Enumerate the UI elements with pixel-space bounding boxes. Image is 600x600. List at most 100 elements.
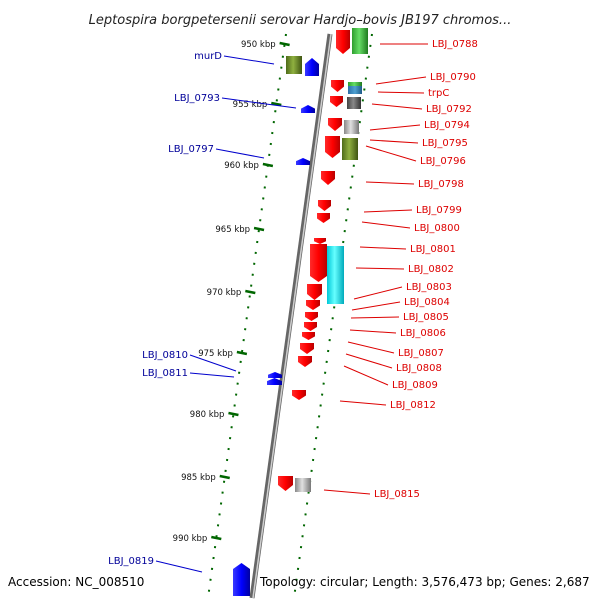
tick-mark: [271, 101, 282, 107]
right-dotted-track: [293, 33, 373, 599]
gene-label-right: LBJ_0799: [416, 205, 462, 216]
gene-label-right: LBJ_0790: [430, 72, 476, 83]
reverse-gene-0800: [317, 213, 330, 223]
gene-box-0796: [342, 138, 358, 160]
reverse-gene-0808: [300, 343, 314, 354]
tick-label: 980 kbp: [190, 410, 225, 420]
gene-label-right: LBJ_0801: [410, 244, 456, 255]
leader-line: [353, 286, 403, 300]
gene-label-right: LBJ_0788: [432, 39, 478, 50]
reverse-gene-0802: [310, 244, 327, 282]
leader-line: [365, 145, 417, 162]
gene-label-left: LBJ_0793: [174, 93, 220, 104]
reverse-gene-arrow: [336, 30, 350, 54]
scale-ticks: 950 kbp 955 kbp 960 kbp 965 kbp 970 kbp 975 k…: [173, 40, 290, 544]
leader-line: [375, 76, 427, 85]
gene-label-right: LBJ_0809: [392, 380, 438, 391]
reverse-gene-0792: [330, 96, 343, 107]
tick-mark: [219, 474, 230, 480]
tick-label: 955 kbp: [233, 100, 268, 110]
tick-mark: [262, 162, 274, 168]
leader-line: [339, 400, 387, 406]
label-leaders: [155, 43, 428, 573]
tick-mark: [279, 41, 290, 47]
forward-gene-0819: [233, 563, 250, 596]
gene-label-left: LBJ_0810: [142, 350, 188, 361]
gene-label-left: murD: [194, 51, 222, 62]
leader-line: [189, 372, 235, 378]
reverse-gene-0803: [307, 284, 322, 300]
tick-label: 950 kbp: [241, 40, 276, 50]
accession-text: Accession: NC_008510: [8, 575, 144, 589]
leader-line: [350, 316, 400, 319]
gene-label-left: LBJ_0797: [168, 144, 214, 155]
forward-gene-0810: [268, 372, 282, 378]
leader-line: [189, 354, 237, 372]
reverse-gene-0798: [321, 171, 335, 185]
tick-mark: [253, 226, 265, 232]
reverse-gene-0804: [306, 300, 320, 310]
gene-label-right: trpC: [428, 88, 449, 99]
gene-label-left: LBJ_0811: [142, 368, 188, 379]
gene-label-right: LBJ_0805: [403, 312, 449, 323]
gene-box-0815: [295, 478, 311, 492]
reverse-gene-0801: [314, 238, 326, 244]
forward-gene-0793: [301, 105, 315, 113]
leader-line: [365, 181, 415, 185]
leader-line: [349, 329, 397, 334]
leader-line: [215, 148, 265, 159]
backbone-line: [249, 33, 333, 599]
gene-label-right: LBJ_0803: [406, 282, 452, 293]
reverse-gene-0809: [298, 356, 312, 367]
reverse-gene-0790: [331, 80, 344, 92]
gene-box-0794: [344, 120, 359, 134]
gene-labels: LBJ_0788 LBJ_0790 trpC LBJ_0792 LBJ_0794 LBJ_…: [108, 39, 478, 567]
reverse-gene-0805: [305, 312, 318, 321]
leader-line: [323, 489, 371, 495]
forward-gene-0811: [267, 378, 282, 385]
map-title: Leptospira borgpetersenii serovar Hardjo…: [89, 13, 512, 28]
gene-box-0792: [347, 97, 361, 109]
leader-line: [369, 139, 419, 144]
gene-label-right: LBJ_0792: [426, 104, 472, 115]
reverse-gene-0815: [278, 476, 293, 491]
gene-box-trpC: [348, 86, 362, 94]
forward-gene-0797: [296, 158, 310, 165]
tick-mark: [245, 289, 256, 295]
reverse-gene-0807: [302, 332, 315, 340]
gene-label-right: LBJ_0807: [398, 348, 444, 359]
leader-line: [355, 267, 405, 270]
gene-label-right: LBJ_0796: [420, 156, 466, 167]
tick-label: 975 kbp: [198, 349, 233, 359]
gene-features: [233, 28, 368, 596]
reverse-gene-0812: [292, 390, 306, 400]
tick-mark: [236, 350, 248, 356]
gene-label-left: LBJ_0819: [108, 556, 154, 567]
tick-label: 990 kbp: [173, 534, 208, 544]
reverse-gene-0799: [318, 200, 331, 211]
left-dotted-track: [207, 33, 287, 599]
tick-label: 965 kbp: [215, 225, 250, 235]
leader-line: [361, 221, 411, 229]
tick-mark: [211, 535, 222, 541]
gene-label-right: LBJ_0794: [424, 120, 470, 131]
gene-label-right: LBJ_0812: [390, 400, 436, 411]
forward-gene-murD: [305, 58, 319, 76]
leader-line: [347, 341, 395, 354]
reverse-gene-0794: [328, 118, 342, 131]
gene-label-right: LBJ_0806: [400, 328, 446, 339]
topology-text: Topology: circular; Length: 3,576,473 bp…: [259, 575, 590, 589]
tick-label: 985 kbp: [181, 473, 216, 483]
gene-box-0802: [327, 246, 344, 304]
gene-label-right: LBJ_0798: [418, 179, 464, 190]
leader-line: [155, 560, 203, 573]
leader-line: [221, 97, 297, 109]
leader-line: [369, 124, 421, 131]
leader-line: [363, 209, 413, 213]
gene-box-0788: [352, 28, 368, 54]
gene-label-right: LBJ_0800: [414, 223, 460, 234]
gene-label-right: LBJ_0795: [422, 138, 468, 149]
tick-label: 970 kbp: [207, 288, 242, 298]
gene-label-right: LBJ_0802: [408, 264, 454, 275]
